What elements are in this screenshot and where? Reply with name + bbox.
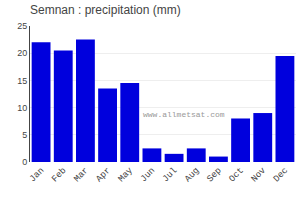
svg-text:20: 20	[17, 48, 27, 58]
svg-text:Jan: Jan	[28, 166, 47, 185]
svg-text:Jul: Jul	[161, 166, 180, 185]
svg-text:Feb: Feb	[50, 166, 69, 185]
svg-text:Jun: Jun	[139, 166, 158, 185]
svg-text:May: May	[117, 165, 136, 184]
svg-text:15: 15	[17, 76, 27, 86]
svg-text:0: 0	[22, 157, 27, 167]
svg-text:Nov: Nov	[250, 165, 269, 184]
svg-text:Oct: Oct	[227, 166, 246, 185]
svg-text:Sep: Sep	[205, 166, 224, 185]
svg-text:Dec: Dec	[272, 166, 291, 185]
svg-text:10: 10	[17, 103, 27, 113]
svg-text:25: 25	[17, 21, 27, 31]
svg-text:Mar: Mar	[72, 166, 91, 185]
svg-text:Aug: Aug	[183, 166, 202, 185]
svg-text:www.allmetsat.com: www.allmetsat.com	[143, 110, 225, 119]
svg-text:5: 5	[22, 130, 27, 140]
svg-text:Semnan : precipitation (mm): Semnan : precipitation (mm)	[30, 3, 181, 17]
svg-text:Apr: Apr	[94, 166, 113, 185]
